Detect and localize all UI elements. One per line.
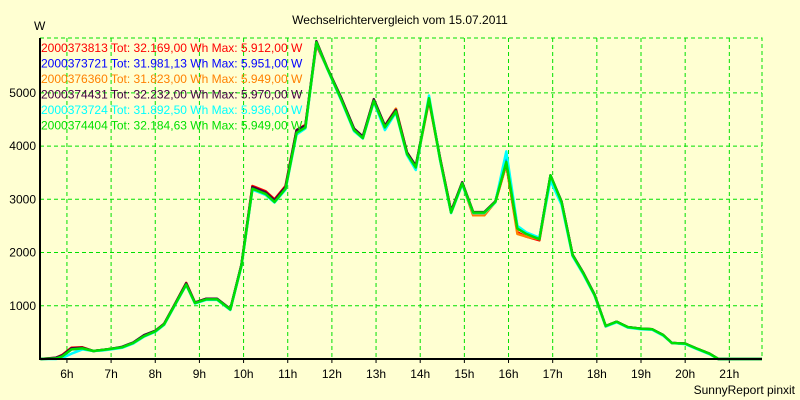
x-tick-label: 7h [104,367,117,381]
axis-ticks: 6h 7h 8h 9h 10h 11h 12h 13h 14h 15h 16h 17h 18h 19h 20… [9,86,739,381]
y-tick-label: 4000 [9,139,36,153]
x-tick-label: 9h [193,367,206,381]
footer-credit: SunnyReport pinxit [694,383,796,397]
legend-entry-2000373724: 2000373724 Tot: 31.892,50 Wh Max: 5.936,… [41,103,303,117]
x-tick-label: 18h [587,367,607,381]
legend-entry-2000376360: 2000376360 Tot: 31.823,00 Wh Max: 5.949,… [41,72,303,86]
y-tick-label: 2000 [9,246,36,260]
y-tick-label: 5000 [9,86,36,100]
x-tick-label: 13h [366,367,386,381]
y-tick-label: 1000 [9,299,36,313]
x-tick-label: 21h [719,367,739,381]
series-lines [40,39,762,361]
x-tick-label: 20h [675,367,695,381]
x-tick-label: 17h [543,367,563,381]
x-tick-label: 6h [60,367,73,381]
x-tick-label: 10h [234,367,254,381]
legend-entry-2000373813: 2000373813 Tot: 32.169,00 Wh Max: 5.912,… [41,41,303,55]
x-tick-label: 15h [454,367,474,381]
chart-title: Wechselrichtervergleich vom 15.07.2011 [292,13,508,27]
grid [39,37,763,360]
y-axis-label: W [34,19,46,33]
x-tick-label: 8h [149,367,162,381]
x-tick-label: 12h [322,367,342,381]
series-line-2000374404 [40,41,762,361]
legend: 2000373813 Tot: 32.169,00 Wh Max: 5.912,… [41,41,303,133]
legend-entry-2000374431: 2000374431 Tot: 32.232,00 Wh Max: 5.970,… [41,88,303,102]
legend-entry-2000374404: 2000374404 Tot: 32.184,63 Wh Max: 5.949,… [41,119,303,133]
y-tick-label: 3000 [9,192,36,206]
x-tick-label: 19h [631,367,651,381]
legend-entry-2000373721: 2000373721 Tot: 31.981,13 Wh Max: 5.951,… [41,57,303,71]
x-tick-label: 16h [499,367,519,381]
x-tick-label: 14h [410,367,430,381]
plot-border [39,37,763,360]
x-tick-label: 11h [278,367,297,381]
